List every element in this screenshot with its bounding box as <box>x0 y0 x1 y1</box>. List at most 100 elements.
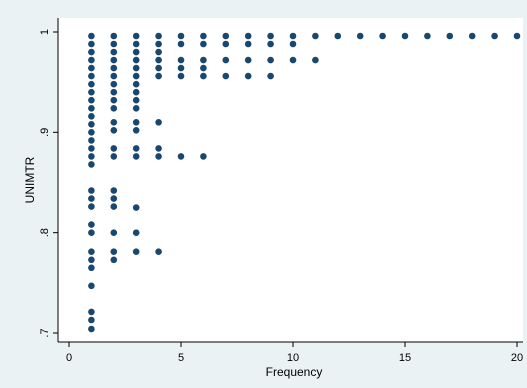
data-point <box>356 32 364 40</box>
data-point <box>491 32 498 40</box>
data-point <box>110 96 118 104</box>
x-tick-label: 0 <box>66 352 72 364</box>
data-point <box>110 72 118 80</box>
x-axis-ticks: 0 5 10 15 20 <box>66 342 523 364</box>
data-point <box>200 64 207 72</box>
x-axis-title: Frequency <box>266 365 323 379</box>
data-point <box>155 119 162 126</box>
data-point <box>155 64 162 72</box>
data-point <box>132 96 140 104</box>
y-axis-ticks: .7 .8 .9 1 <box>39 29 58 338</box>
data-point <box>200 72 207 80</box>
data-point <box>267 56 274 64</box>
data-point <box>110 40 118 48</box>
data-point <box>88 121 95 128</box>
data-point <box>88 153 95 160</box>
data-point <box>88 229 95 236</box>
data-point <box>513 32 521 40</box>
x-tick-label: 10 <box>287 352 299 364</box>
data-point <box>289 40 297 48</box>
data-point <box>88 137 95 144</box>
data-point <box>132 32 140 40</box>
data-points <box>88 32 521 333</box>
x-tick-label: 20 <box>511 352 523 364</box>
data-point <box>88 32 95 40</box>
data-point <box>312 56 319 64</box>
data-point <box>177 64 185 72</box>
data-point <box>88 88 95 96</box>
data-point <box>132 119 140 126</box>
data-point <box>132 64 140 72</box>
data-point <box>132 80 140 88</box>
data-point <box>110 248 118 255</box>
data-point <box>132 153 140 160</box>
data-point <box>110 64 118 72</box>
y-axis-title: UNIMTR <box>23 156 37 203</box>
data-point <box>244 40 252 48</box>
data-point <box>177 56 185 64</box>
data-point <box>289 32 297 40</box>
data-point <box>88 187 95 194</box>
data-point <box>88 96 95 104</box>
data-point <box>155 48 162 56</box>
data-point <box>88 316 95 324</box>
data-point <box>132 48 140 56</box>
data-point <box>222 32 230 40</box>
data-point <box>267 32 274 40</box>
data-point <box>155 145 162 152</box>
data-point <box>110 187 118 194</box>
data-point <box>222 56 230 64</box>
data-point <box>312 32 319 40</box>
data-point <box>88 195 95 202</box>
data-point <box>110 32 118 40</box>
data-point <box>379 32 386 40</box>
data-point <box>88 308 95 316</box>
data-point <box>110 127 118 134</box>
data-point <box>88 203 95 210</box>
data-point <box>88 40 95 48</box>
data-point <box>88 113 95 120</box>
data-point <box>244 72 252 80</box>
data-point <box>267 40 274 48</box>
data-point <box>132 204 140 211</box>
data-point <box>88 72 95 80</box>
data-point <box>88 129 95 136</box>
data-point <box>110 153 118 160</box>
y-tick-label: .7 <box>39 328 51 337</box>
data-point <box>155 40 162 48</box>
data-point <box>200 32 207 40</box>
data-point <box>110 88 118 96</box>
data-point <box>110 80 118 88</box>
data-point <box>88 256 95 264</box>
data-point <box>88 80 95 88</box>
data-point <box>222 40 230 48</box>
x-tick-label: 5 <box>178 352 184 364</box>
y-tick-label: .8 <box>39 228 51 237</box>
data-point <box>177 72 185 80</box>
data-point <box>244 32 252 40</box>
data-point <box>132 145 140 152</box>
data-point <box>88 325 95 333</box>
data-point <box>110 48 118 56</box>
data-point <box>155 56 162 64</box>
data-point <box>88 282 95 290</box>
data-point <box>446 32 454 40</box>
data-point <box>88 161 95 168</box>
data-point <box>132 248 140 255</box>
data-point <box>132 40 140 48</box>
data-point <box>267 72 274 80</box>
data-point <box>132 56 140 64</box>
data-point <box>244 56 252 64</box>
data-point <box>401 32 409 40</box>
data-point <box>88 105 95 112</box>
data-point <box>155 153 162 160</box>
data-point <box>289 56 297 64</box>
data-point <box>200 40 207 48</box>
data-point <box>88 264 95 272</box>
data-point <box>88 145 95 152</box>
data-point <box>88 248 95 255</box>
y-tick-label: .9 <box>39 128 51 137</box>
x-tick-label: 15 <box>399 352 411 364</box>
data-point <box>88 64 95 72</box>
